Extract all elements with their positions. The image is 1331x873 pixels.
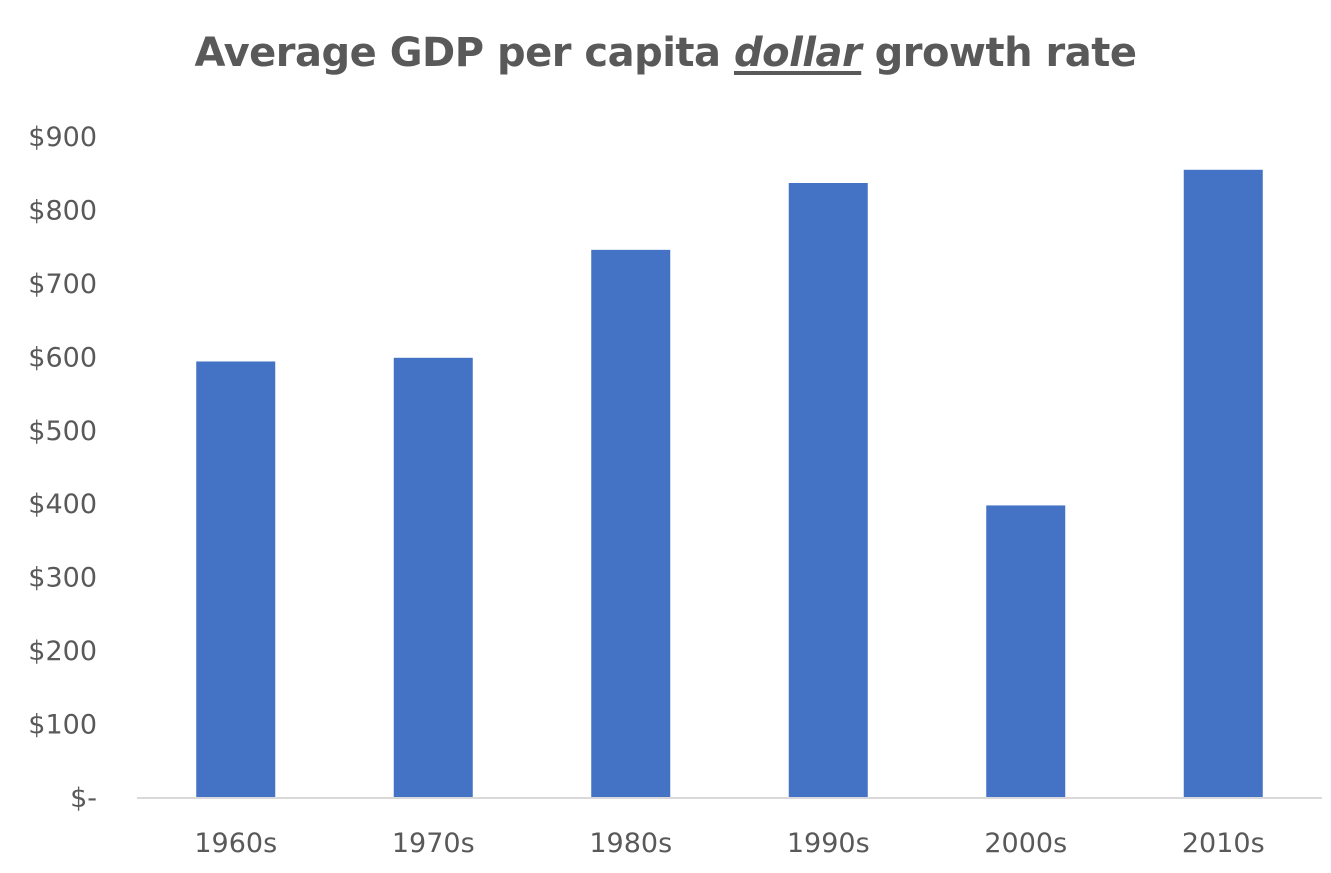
y-tick-label: $900 [28,122,97,153]
bar-2010s [1183,169,1263,798]
bar-1990s [788,183,868,797]
x-tick-label: 2010s [1182,828,1265,859]
y-tick-label: $- [70,783,97,814]
y-tick-label: $400 [28,489,97,520]
bar-2000s [986,505,1066,797]
x-tick-label: 1990s [787,828,870,859]
x-axis: 1960s 1970s 1980s 1990s 2000s 2010s [194,828,1264,859]
bar-1970s [393,357,473,797]
bars [196,169,1263,798]
chart-title-emphasis: dollar [733,30,862,76]
y-tick-label: $700 [28,269,97,300]
bar-1960s [196,361,276,797]
chart-title-before: Average GDP per capita [194,30,734,76]
y-tick-label: $600 [28,342,97,373]
chart-title: Average GDP per capita dollar growth rat… [0,30,1331,76]
x-tick-label: 1980s [589,828,672,859]
y-tick-label: $500 [28,416,97,447]
y-tick-label: $300 [28,563,97,594]
bar-1980s [591,249,671,798]
chart-title-after: growth rate [861,30,1137,76]
y-tick-label: $200 [28,636,97,667]
y-tick-label: $800 [28,195,97,226]
y-tick-label: $100 [28,710,97,741]
x-tick-label: 1970s [392,828,475,859]
x-tick-label: 1960s [194,828,277,859]
y-axis: $- $100 $200 $300 $400 $500 $600 $700 $800 $900 [28,122,97,814]
x-tick-label: 2000s [984,828,1067,859]
